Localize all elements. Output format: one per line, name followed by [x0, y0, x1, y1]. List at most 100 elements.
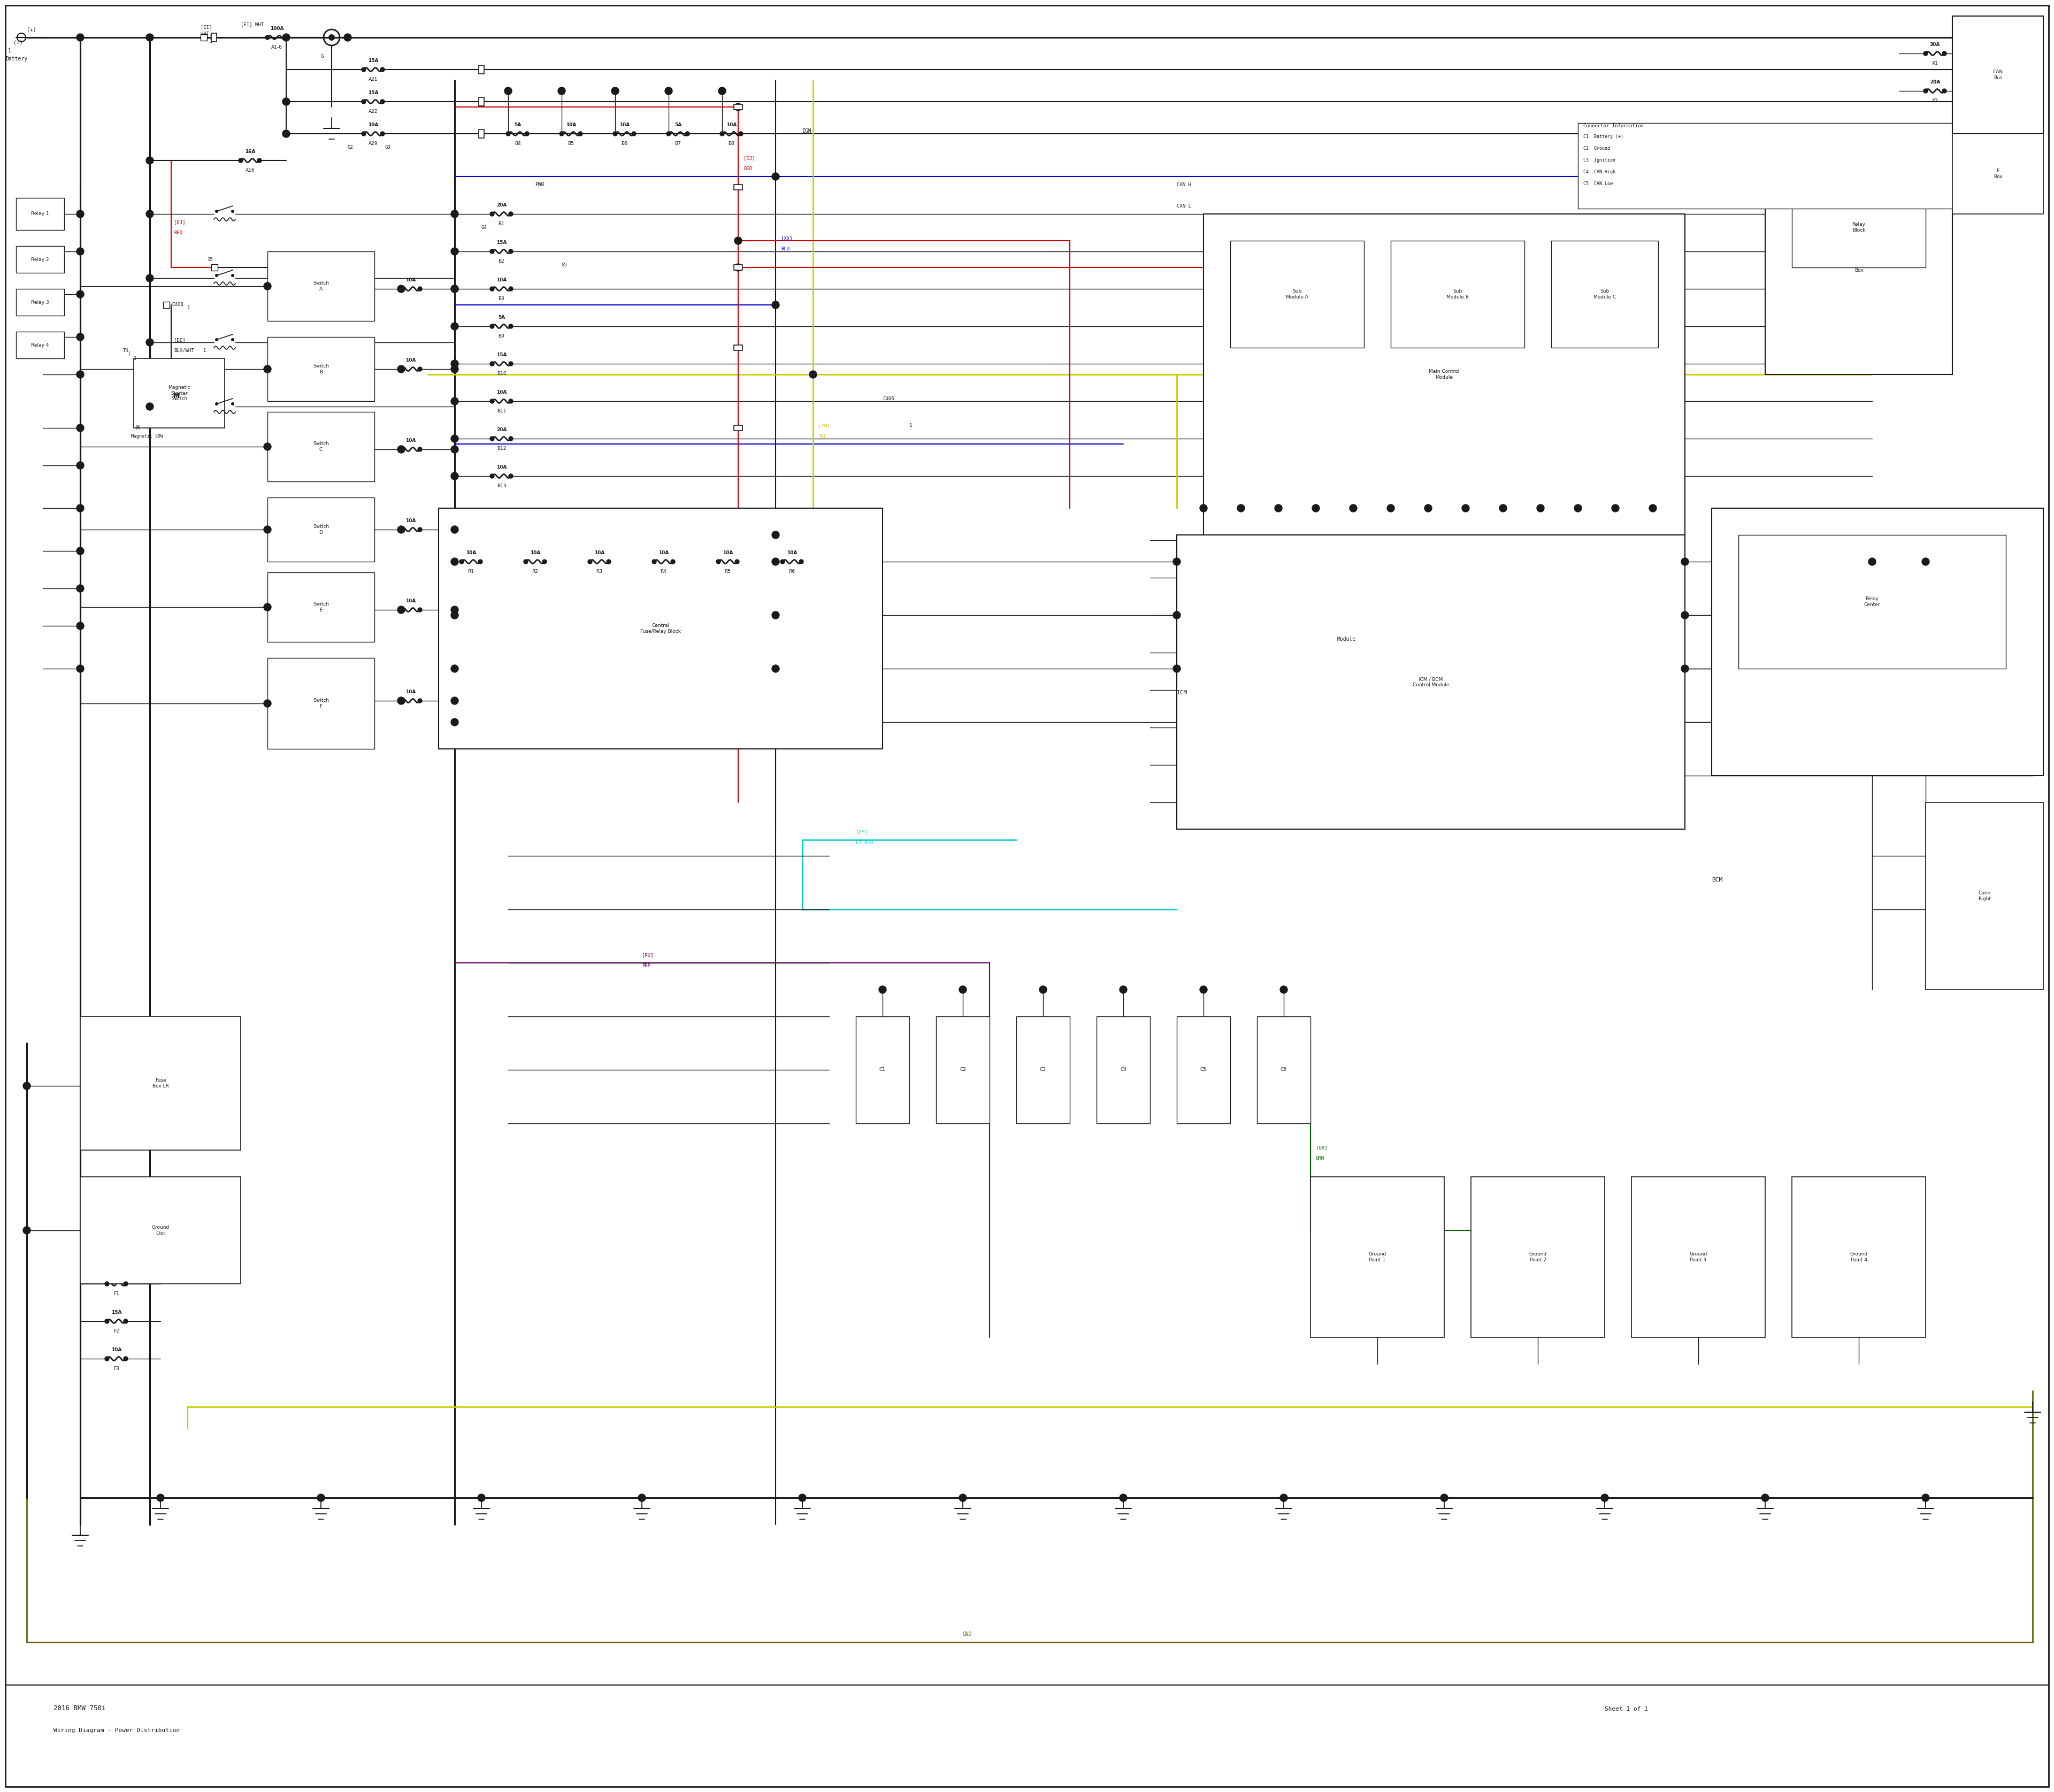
Circle shape [491, 249, 495, 253]
Text: C1: C1 [879, 1068, 885, 1072]
Circle shape [452, 611, 458, 618]
Bar [937, 1016, 990, 1124]
Circle shape [283, 34, 290, 41]
Text: 1: 1 [910, 423, 912, 428]
Bar [1310, 1177, 1444, 1337]
Text: BCM: BCM [1711, 878, 1723, 883]
Text: B12: B12 [497, 446, 505, 452]
Text: Ground
Dist: Ground Dist [152, 1226, 168, 1235]
Circle shape [398, 527, 403, 532]
Circle shape [452, 360, 458, 367]
Circle shape [396, 606, 405, 613]
Circle shape [76, 34, 84, 41]
Circle shape [452, 435, 458, 443]
Bar [267, 658, 374, 749]
Circle shape [230, 210, 234, 213]
Circle shape [491, 473, 495, 478]
Bar [1791, 1177, 1927, 1337]
Circle shape [76, 333, 84, 340]
Text: C4: C4 [1119, 1068, 1126, 1072]
Circle shape [123, 1357, 127, 1360]
Bar [1927, 803, 2044, 989]
Text: B7: B7 [676, 142, 682, 145]
Circle shape [398, 367, 403, 371]
Circle shape [460, 559, 464, 564]
Text: BLK/WHT: BLK/WHT [175, 348, 193, 353]
Circle shape [959, 986, 967, 993]
Bar [1711, 509, 2044, 776]
Circle shape [452, 247, 458, 254]
Text: 1: 1 [134, 357, 138, 360]
Circle shape [452, 697, 458, 704]
Circle shape [721, 131, 725, 136]
Text: 1: 1 [210, 39, 212, 43]
Text: F
Box: F Box [1992, 168, 2003, 179]
Bar [733, 185, 741, 190]
Circle shape [76, 622, 84, 629]
Circle shape [76, 247, 84, 254]
Text: (+): (+) [14, 39, 23, 45]
Text: ICM / BCM
Control Module: ICM / BCM Control Module [1413, 677, 1450, 686]
Circle shape [491, 400, 495, 403]
Circle shape [263, 525, 271, 534]
Text: Sub
Module A: Sub Module A [1286, 289, 1308, 299]
Circle shape [772, 611, 778, 618]
Circle shape [238, 158, 242, 163]
Circle shape [105, 1281, 109, 1287]
Text: 10A: 10A [405, 437, 415, 443]
Circle shape [491, 362, 495, 366]
Circle shape [123, 1281, 127, 1287]
Text: Relay 2: Relay 2 [31, 256, 49, 262]
Text: RED: RED [175, 231, 183, 235]
Text: Relay
Block: Relay Block [1853, 222, 1865, 233]
Circle shape [509, 473, 514, 478]
Circle shape [1573, 504, 1582, 513]
Bar [733, 425, 741, 430]
Text: C2: C2 [959, 1068, 965, 1072]
Text: Switch
C: Switch C [312, 441, 329, 452]
Circle shape [1612, 504, 1619, 513]
Circle shape [263, 366, 271, 373]
Text: [CY]: [CY] [857, 830, 867, 835]
Text: Magnetic 50W: Magnetic 50W [131, 434, 162, 439]
Circle shape [1173, 557, 1181, 566]
Text: 100A: 100A [269, 27, 283, 30]
Text: G: G [320, 54, 325, 59]
Text: C6: C6 [1280, 1068, 1288, 1072]
Text: CAN
Bus: CAN Bus [1992, 70, 2003, 81]
Circle shape [216, 274, 218, 278]
Bar [857, 1016, 910, 1124]
Circle shape [263, 699, 271, 708]
Circle shape [1173, 665, 1181, 672]
Text: YEL: YEL [817, 434, 828, 439]
Circle shape [1649, 504, 1658, 513]
Circle shape [76, 290, 84, 297]
Circle shape [505, 131, 509, 136]
Text: R4: R4 [661, 570, 668, 573]
Circle shape [362, 131, 366, 136]
Bar [16, 246, 64, 272]
Circle shape [1869, 557, 1875, 566]
Circle shape [146, 156, 154, 165]
Circle shape [380, 68, 384, 72]
Text: B2: B2 [499, 258, 505, 263]
Circle shape [1600, 1495, 1608, 1502]
Circle shape [735, 263, 741, 271]
Text: Distribution
Box: Distribution Box [1844, 262, 1873, 272]
Text: Right Side
Module: Right Side Module [1865, 636, 1890, 647]
Circle shape [1923, 90, 1929, 93]
Circle shape [362, 68, 366, 72]
Text: [GR]: [GR] [1317, 1145, 1327, 1150]
Bar [267, 337, 374, 401]
Text: Module: Module [1337, 636, 1356, 642]
Text: G4: G4 [481, 226, 487, 229]
Text: G2: G2 [347, 145, 353, 151]
Text: 10A: 10A [497, 391, 507, 394]
Circle shape [612, 88, 618, 95]
Text: B9: B9 [499, 333, 505, 339]
Text: C1  Battery (+): C1 Battery (+) [1584, 134, 1623, 140]
Text: C2  Ground: C2 Ground [1584, 145, 1610, 151]
Circle shape [146, 274, 154, 281]
Text: T1: T1 [210, 36, 216, 39]
Text: [YW]: [YW] [817, 423, 830, 428]
